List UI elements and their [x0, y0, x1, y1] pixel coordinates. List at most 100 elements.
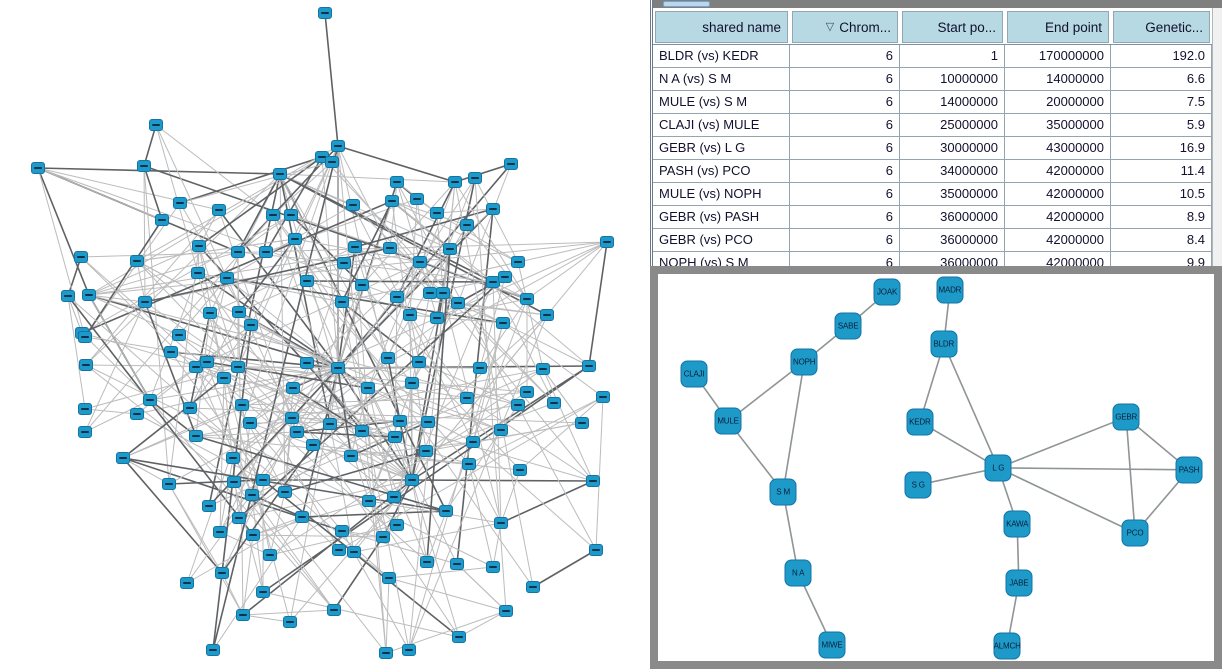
network-node-jabe[interactable]: JABE: [1005, 569, 1033, 597]
network-node-sg[interactable]: S G: [904, 471, 932, 499]
table-row[interactable]: BLDR (vs) KEDR 6 1 170000000 192.0: [653, 45, 1222, 68]
table-cell[interactable]: 6: [790, 252, 900, 266]
table-cell[interactable]: 6: [790, 91, 900, 113]
network-node[interactable]: [450, 558, 464, 570]
network-node[interactable]: [331, 362, 345, 374]
network-node[interactable]: [346, 199, 360, 211]
network-node[interactable]: [283, 616, 297, 628]
network-view-filtered[interactable]: JOAK MADR SABE BLDR NOPH CLAJI KEDR GEBR MULE L G…: [650, 266, 1222, 669]
network-node[interactable]: [473, 362, 487, 374]
network-node[interactable]: [332, 544, 346, 556]
network-node[interactable]: [215, 567, 229, 579]
table-cell[interactable]: 16.9: [1111, 137, 1212, 159]
network-node-gebr[interactable]: GEBR: [1112, 403, 1140, 431]
network-node[interactable]: [451, 297, 465, 309]
column-header-shared-name[interactable]: shared name: [655, 11, 788, 43]
network-node[interactable]: [61, 290, 75, 302]
network-node[interactable]: [486, 561, 500, 573]
network-node[interactable]: [410, 193, 424, 205]
network-node[interactable]: [300, 357, 314, 369]
table-cell[interactable]: GEBR (vs) PASH: [653, 206, 790, 228]
table-row[interactable]: NOPH (vs) S M 6 36000000 42000000 9.9: [653, 252, 1222, 266]
network-node[interactable]: [460, 392, 474, 404]
table-cell[interactable]: 8.9: [1111, 206, 1212, 228]
network-node[interactable]: [295, 510, 309, 523]
network-node[interactable]: [344, 450, 358, 462]
network-node[interactable]: [513, 464, 527, 476]
network-node[interactable]: [243, 417, 257, 429]
network-node[interactable]: [335, 525, 349, 537]
column-header-end-point[interactable]: End point: [1007, 11, 1109, 43]
network-node[interactable]: [290, 426, 304, 438]
network-node[interactable]: [278, 486, 292, 498]
network-node[interactable]: [586, 475, 600, 487]
network-node[interactable]: [206, 644, 220, 656]
table-cell[interactable]: 5.9: [1111, 114, 1212, 136]
column-header-start-po[interactable]: Start po...: [902, 11, 1003, 43]
network-node[interactable]: [430, 207, 444, 219]
network-node-miwe[interactable]: MIWE: [818, 631, 846, 659]
network-node[interactable]: [493, 424, 508, 436]
network-node[interactable]: [420, 556, 434, 568]
network-node-almch[interactable]: ALMCH: [993, 632, 1021, 660]
network-node[interactable]: [430, 311, 444, 324]
network-node[interactable]: [582, 360, 596, 372]
network-node[interactable]: [155, 214, 169, 226]
network-node[interactable]: [143, 394, 157, 406]
network-node[interactable]: [499, 605, 513, 617]
table-cell[interactable]: 14000000: [1005, 68, 1111, 90]
table-cell[interactable]: 36000000: [900, 206, 1005, 228]
network-node[interactable]: [405, 474, 419, 486]
network-node-mule[interactable]: MULE: [714, 407, 742, 435]
network-node[interactable]: [511, 399, 525, 411]
network-node[interactable]: [172, 329, 186, 341]
network-node-kawa[interactable]: KAWA: [1003, 510, 1031, 538]
table-cell[interactable]: 34000000: [900, 160, 1005, 182]
table-cell[interactable]: 42000000: [1005, 160, 1111, 182]
network-node[interactable]: [331, 140, 345, 152]
network-node[interactable]: [323, 418, 337, 430]
table-cell[interactable]: 30000000: [900, 137, 1005, 159]
network-node[interactable]: [202, 500, 216, 512]
network-node[interactable]: [362, 495, 376, 507]
network-node[interactable]: [116, 452, 130, 464]
network-node-sm[interactable]: S M: [769, 478, 797, 506]
table-cell[interactable]: 6: [790, 229, 900, 251]
table-cell[interactable]: 6: [790, 183, 900, 205]
network-node[interactable]: [213, 526, 227, 538]
table-cell[interactable]: NOPH (vs) S M: [653, 252, 790, 266]
network-node[interactable]: [78, 426, 92, 438]
network-node[interactable]: [423, 287, 437, 299]
network-node[interactable]: [192, 240, 206, 252]
network-node[interactable]: [231, 246, 245, 258]
network-node-madr[interactable]: MADR: [936, 276, 964, 304]
network-node[interactable]: [493, 517, 508, 529]
table-cell[interactable]: N A (vs) S M: [653, 68, 790, 90]
network-view-main[interactable]: [0, 0, 650, 669]
network-node[interactable]: [443, 243, 457, 255]
network-node[interactable]: [403, 309, 417, 321]
table-cell[interactable]: 42000000: [1005, 183, 1111, 205]
table-cell[interactable]: 9.9: [1111, 252, 1212, 266]
table-tab-nub[interactable]: [663, 1, 710, 7]
table-cell[interactable]: 14000000: [900, 91, 1005, 113]
network-node[interactable]: [390, 176, 404, 188]
network-node[interactable]: [212, 204, 226, 216]
network-node[interactable]: [575, 417, 589, 429]
network-node[interactable]: [388, 431, 402, 443]
network-node[interactable]: [413, 256, 427, 268]
network-node[interactable]: [173, 197, 187, 209]
network-node-pco[interactable]: PCO: [1121, 519, 1149, 547]
network-node[interactable]: [498, 271, 512, 283]
table-cell[interactable]: 25000000: [900, 114, 1005, 136]
table-cell[interactable]: 42000000: [1005, 252, 1111, 266]
network-node[interactable]: [519, 386, 534, 398]
network-node[interactable]: [348, 241, 362, 253]
network-node[interactable]: [436, 287, 450, 299]
table-cell[interactable]: 36000000: [900, 252, 1005, 266]
table-cell[interactable]: 42000000: [1005, 206, 1111, 228]
table-scrollbar[interactable]: [1212, 8, 1222, 266]
table-cell[interactable]: 192.0: [1111, 45, 1212, 67]
network-node[interactable]: [486, 203, 500, 215]
table-cell[interactable]: 6: [790, 45, 900, 67]
